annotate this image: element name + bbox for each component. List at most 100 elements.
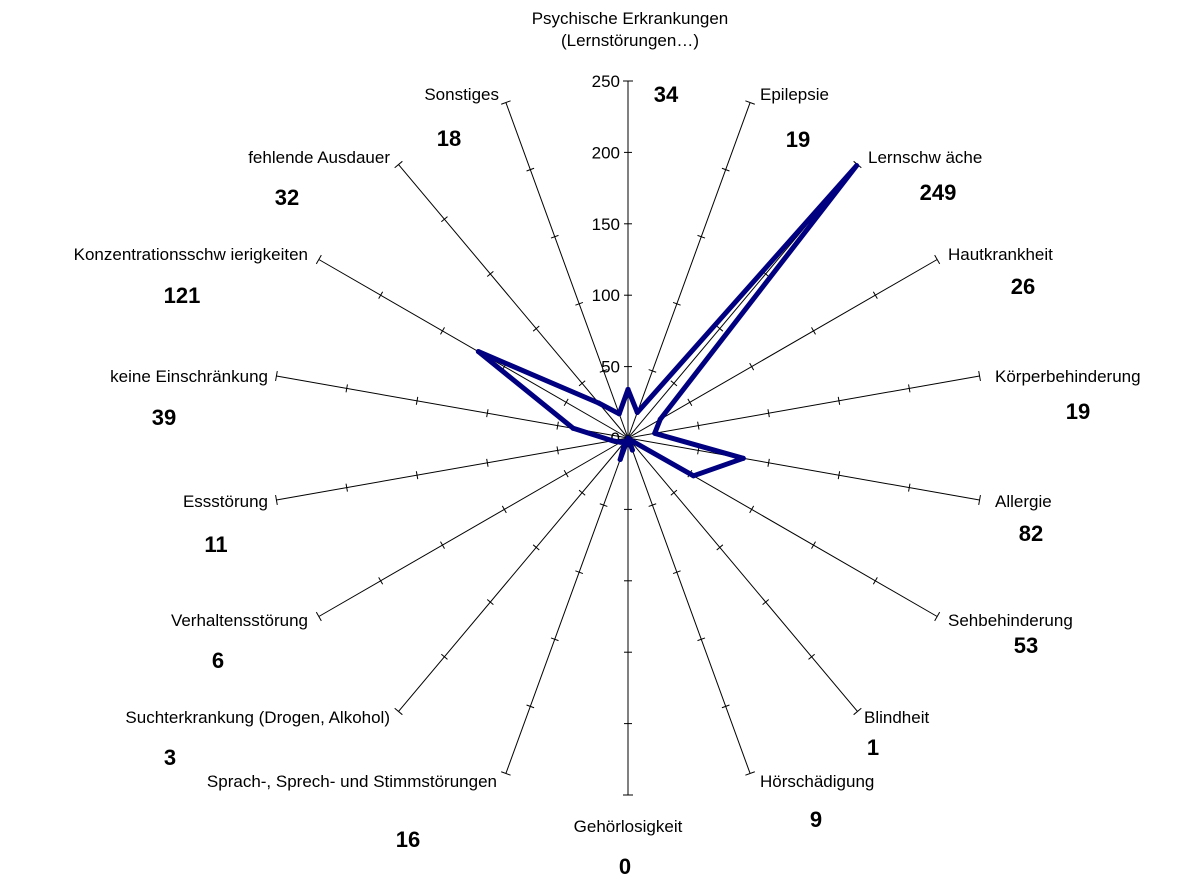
category-label-0-line-0: Psychische Erkrankungen	[532, 9, 729, 28]
value-label-4: 19	[1066, 399, 1090, 424]
tick-mark-13-2	[486, 458, 489, 467]
tick-mark-12-2	[501, 505, 507, 514]
tick-mark-15-3	[440, 327, 445, 335]
value-label-3: 26	[1011, 274, 1035, 299]
tick-mark-14-4	[345, 384, 348, 393]
series-line	[475, 163, 860, 479]
tick-mark-13-5	[275, 494, 278, 506]
category-label-12: Verhaltensstörung	[171, 611, 308, 630]
axis-line-7	[627, 437, 858, 712]
data-point-6	[691, 473, 697, 479]
tick-mark-4-2	[767, 409, 770, 418]
axis-line-10	[505, 437, 629, 774]
category-label-11-line-0: Suchterkrankung (Drogen, Alkohol)	[125, 708, 390, 727]
tick-mark-7-4	[808, 653, 815, 660]
data-point-10	[617, 456, 623, 462]
tick-label-0: 0	[611, 429, 620, 448]
tick-mark-14-1	[556, 421, 559, 430]
tick-mark-17-2	[575, 301, 584, 306]
value-label-8: 9	[810, 807, 822, 832]
tick-mark-2-2	[716, 325, 724, 332]
tick-mark-8-2	[672, 570, 681, 575]
value-label-1: 19	[786, 127, 810, 152]
tick-mark-1-4	[721, 167, 730, 172]
tick-mark-3-4	[872, 291, 878, 299]
tick-mark-12-1	[563, 469, 569, 478]
category-label-6: Sehbehinderung	[948, 611, 1073, 630]
category-label-13-line-0: Essstörung	[183, 492, 268, 511]
tick-mark-11-2	[532, 544, 540, 551]
tick-mark-7-3	[762, 599, 770, 606]
value-label-14: 39	[152, 405, 176, 430]
data-point-8	[629, 447, 635, 453]
category-label-1: Epilepsie	[760, 85, 829, 104]
tick-mark-7-5	[853, 707, 862, 716]
radar-tick-labels: 0 50 100 150 200 250	[592, 72, 620, 448]
tick-mark-17-1	[599, 369, 608, 373]
value-label-0: 34	[654, 82, 679, 107]
tick-mark-12-5	[315, 611, 322, 622]
tick-mark-1-1	[648, 369, 657, 373]
tick-mark-16-3	[486, 270, 494, 277]
tick-mark-13-3	[415, 471, 419, 480]
tick-mark-11-1	[578, 489, 586, 496]
value-label-7: 1	[867, 735, 879, 760]
tick-mark-16-1	[578, 380, 586, 387]
tick-mark-13-4	[345, 483, 348, 492]
value-label-6: 53	[1014, 633, 1038, 658]
tick-mark-5-2	[767, 458, 770, 467]
data-point-4	[652, 430, 658, 436]
category-label-8: Hörschädigung	[760, 772, 874, 791]
value-label-5: 82	[1019, 521, 1043, 546]
tick-mark-8-5	[745, 771, 755, 776]
category-labels: Psychische Erkrankungen (Lernstörungen…) E…	[74, 9, 1141, 836]
axis-line-8	[627, 437, 751, 774]
axis-line-17	[505, 102, 629, 439]
tick-mark-8-4	[721, 704, 730, 709]
tick-mark-4-5	[978, 370, 981, 382]
value-label-9: 0	[619, 854, 631, 879]
tick-mark-10-1	[599, 503, 608, 507]
tick-mark-11-3	[486, 599, 494, 606]
category-label-11: Suchterkrankung (Drogen, Alkohol)	[125, 708, 390, 727]
tick-label-1: 50	[601, 358, 620, 377]
tick-mark-2-1	[670, 380, 678, 387]
category-label-16: fehlende Ausdauer	[248, 148, 390, 167]
category-label-4: Körperbehinderung	[995, 367, 1141, 386]
value-label-16: 32	[275, 185, 299, 210]
tick-mark-12-4	[378, 577, 384, 585]
tick-mark-5-4	[908, 483, 911, 492]
tick-mark-10-2	[575, 570, 584, 575]
category-label-3-line-0: Hautkrankheit	[948, 245, 1053, 264]
tick-mark-14-3	[415, 396, 419, 405]
category-label-2: Lernschw äche	[868, 148, 982, 167]
category-label-4-line-0: Körperbehinderung	[995, 367, 1141, 386]
value-label-2: 249	[920, 180, 957, 205]
tick-mark-16-2	[532, 325, 540, 332]
tick-mark-11-4	[441, 653, 448, 660]
axis-line-4	[627, 375, 980, 439]
data-point-11	[622, 438, 628, 444]
category-label-5: Allergie	[995, 492, 1052, 511]
tick-mark-15-1	[563, 398, 569, 407]
data-point-3	[657, 416, 663, 422]
tick-mark-7-1	[670, 489, 678, 496]
value-label-12: 6	[212, 648, 224, 673]
tick-mark-6-5	[934, 611, 941, 622]
tick-mark-10-5	[501, 771, 511, 776]
tick-mark-5-5	[978, 494, 981, 506]
data-point-14	[570, 425, 576, 431]
category-label-1-line-0: Epilepsie	[760, 85, 829, 104]
tick-mark-11-5	[394, 707, 403, 716]
value-label-17: 18	[437, 126, 461, 151]
category-label-16-line-0: fehlende Ausdauer	[248, 148, 390, 167]
radar-series	[475, 163, 860, 479]
category-label-9: Gehörlosigkeit	[574, 817, 683, 836]
tick-mark-8-3	[697, 637, 706, 642]
data-point-1	[634, 410, 640, 416]
category-label-15-line-0: Konzentrationsschw ierigkeiten	[74, 245, 308, 264]
data-point-16	[596, 400, 602, 406]
radar-axes	[276, 81, 980, 795]
category-label-7-line-0: Blindheit	[864, 708, 929, 727]
data-point-9	[625, 435, 631, 441]
